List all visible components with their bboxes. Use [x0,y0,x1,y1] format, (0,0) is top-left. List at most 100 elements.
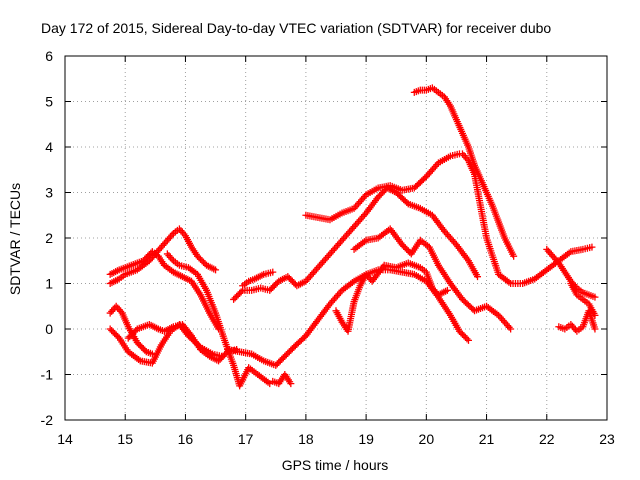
y-tick-label: 1 [45,276,53,292]
x-tick-label: 22 [539,431,555,447]
data-point [270,282,278,290]
y-tick-label: 6 [45,48,53,64]
data-point [278,355,286,363]
data-point [219,352,227,360]
data-point [269,268,277,276]
chart-title: Day 172 of 2015, Sidereal Day-to-day VTE… [41,20,551,36]
data-point [403,245,411,253]
series-track-8 [230,184,482,303]
data-point [215,357,223,365]
data-point [588,243,596,251]
data-point [591,325,599,333]
data-point [267,285,275,293]
data-point [464,336,472,344]
y-tick-label: 2 [45,230,53,246]
series-track-11 [302,150,463,224]
data-points [106,84,599,390]
x-tick-label: 21 [479,431,495,447]
data-point [139,257,147,265]
data-point [285,348,293,356]
data-point [145,251,153,259]
x-tick-label: 19 [358,431,374,447]
data-point [507,325,515,333]
y-tick-label: 5 [45,94,53,110]
y-tick-label: 3 [45,185,53,201]
data-point [374,193,382,201]
y-tick-label: -1 [41,367,54,383]
data-point [136,342,144,350]
data-point [400,242,408,250]
series-track-12 [332,259,451,335]
data-point [285,274,293,282]
y-tick-label: -2 [41,412,54,428]
y-axis-label: SDTVAR / TECUs [7,183,23,295]
data-point [195,254,203,262]
data-point [142,254,150,262]
data-point [474,273,482,281]
series-track-10 [269,371,295,388]
y-tick-label: 0 [45,321,53,337]
data-point [276,357,284,365]
data-point [124,334,132,342]
data-point [141,255,149,263]
series-track-9 [239,268,277,290]
data-point [284,273,292,281]
data-point [284,349,292,357]
data-point [591,293,599,301]
data-point [273,360,281,368]
data-point [461,333,469,341]
data-point [234,291,242,299]
data-point [288,277,296,285]
data-point [510,252,518,260]
data-point [401,244,409,252]
data-point [460,332,468,340]
data-point [591,311,599,319]
x-tick-label: 18 [298,431,314,447]
series-track-14 [410,84,518,260]
data-point [212,266,220,274]
data-point [287,380,295,388]
data-point [130,328,138,336]
data-point [218,354,226,362]
data-point [139,345,147,353]
series-track-18 [567,280,599,319]
x-tick-label: 14 [57,431,73,447]
data-point [282,351,290,359]
data-point [403,198,411,206]
data-point [133,339,141,347]
data-point [109,328,117,336]
data-point [144,252,152,260]
data-point [463,335,471,343]
series-track-17 [555,307,599,335]
x-tick-label: 16 [178,431,194,447]
data-point [193,252,201,260]
series-track-6 [163,250,274,390]
data-point [458,330,466,338]
data-point [281,352,289,360]
data-point [377,190,385,198]
data-point [200,258,208,266]
x-axis-label: GPS time / hours [282,457,389,473]
data-point [138,343,146,351]
data-point [279,354,287,362]
data-point [106,325,114,333]
data-point [112,331,120,339]
data-point [275,358,283,366]
series-track-13 [350,225,515,333]
data-point [269,283,277,291]
data-point [111,330,119,338]
series-track-7 [224,266,472,369]
data-point [272,280,280,288]
data-point [443,286,451,294]
data-point [127,331,135,339]
data-point [237,288,245,296]
data-point [197,255,204,263]
x-axis-ticks: 14 15 16 17 18 19 20 21 22 23 [57,56,615,447]
series-track-2 [106,248,223,333]
data-point [132,327,140,335]
data-point [404,247,412,255]
grid-lines [65,56,607,420]
y-tick-label: 4 [45,139,53,155]
data-point [287,346,295,354]
